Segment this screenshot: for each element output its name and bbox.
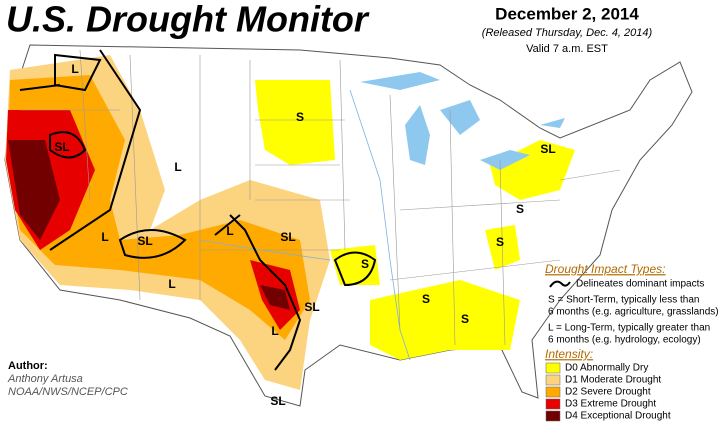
released: (Released Thursday, Dec. 4, 2014) — [482, 27, 653, 39]
rivers — [199, 89, 411, 361]
legend-label: D0 Abnormally Dry — [565, 363, 648, 374]
drought-area — [260, 285, 290, 310]
map-label: SL — [280, 230, 295, 244]
us-outline — [4, 44, 693, 407]
legend-label: D1 Moderate Drought — [565, 375, 661, 386]
legend-swatch — [545, 398, 561, 410]
drought-area — [370, 280, 520, 360]
map-label: SL — [270, 394, 285, 408]
impact-boundary — [19, 49, 142, 251]
legend-swatch — [545, 410, 561, 422]
legend-swatch — [545, 386, 561, 398]
intensity-title: Intensity: — [545, 347, 593, 361]
map-label: S — [516, 202, 524, 216]
long-term: L = Long-Term, typically greater than — [548, 323, 710, 334]
state-lines — [20, 49, 621, 346]
map-label: L — [168, 277, 175, 291]
map-label: S — [461, 312, 469, 326]
legend: Drought Impact Types: Delineates dominan… — [545, 262, 719, 421]
date: December 2, 2014 — [495, 4, 639, 23]
short-term: 6 months (e.g. agriculture, grasslands) — [548, 307, 719, 318]
legend-label: D3 Extreme Drought — [565, 399, 656, 410]
map-label: S — [296, 110, 304, 124]
title: U.S. Drought Monitor — [6, 0, 370, 40]
map-label: SL — [137, 234, 152, 248]
map-label: SL — [54, 140, 69, 154]
map-label: L — [174, 160, 181, 174]
great-lakes — [360, 72, 565, 170]
map-label: SL — [540, 142, 555, 156]
map-label: L — [71, 62, 78, 76]
impact-boundary — [54, 53, 102, 92]
legend-swatch — [545, 362, 561, 374]
short-term: S = Short-Term, typically less than — [548, 295, 699, 306]
map-label: L — [101, 230, 108, 244]
map-label: S — [361, 257, 369, 271]
long-term: 6 months (e.g. hydrology, ecology) — [548, 335, 701, 346]
delineates: Delineates dominant impacts — [576, 279, 704, 290]
impact-title: Drought Impact Types: — [545, 262, 666, 276]
impact-boundary — [118, 229, 187, 259]
author-org: NOAA/NWS/NCEP/CPC — [8, 386, 128, 398]
drought-area — [8, 140, 60, 240]
map-label: S — [496, 235, 504, 249]
impact-boundary — [214, 214, 302, 371]
map-label: S — [422, 292, 430, 306]
drought-area — [255, 80, 335, 165]
map-label: L — [226, 224, 233, 238]
legend-swatch — [545, 374, 561, 386]
valid: Valid 7 a.m. EST — [526, 43, 608, 55]
impact-boundary — [49, 131, 87, 159]
drought-area — [8, 75, 310, 340]
map-label: SL — [304, 300, 319, 314]
author-heading: Author: — [8, 360, 48, 372]
impact-symbol — [549, 280, 571, 288]
map-label: L — [271, 324, 278, 338]
impact-boundary — [333, 251, 377, 287]
legend-label: D4 Exceptional Drought — [565, 411, 671, 422]
author-name: Anthony Artusa — [7, 373, 83, 385]
legend-label: D2 Severe Drought — [565, 387, 651, 398]
